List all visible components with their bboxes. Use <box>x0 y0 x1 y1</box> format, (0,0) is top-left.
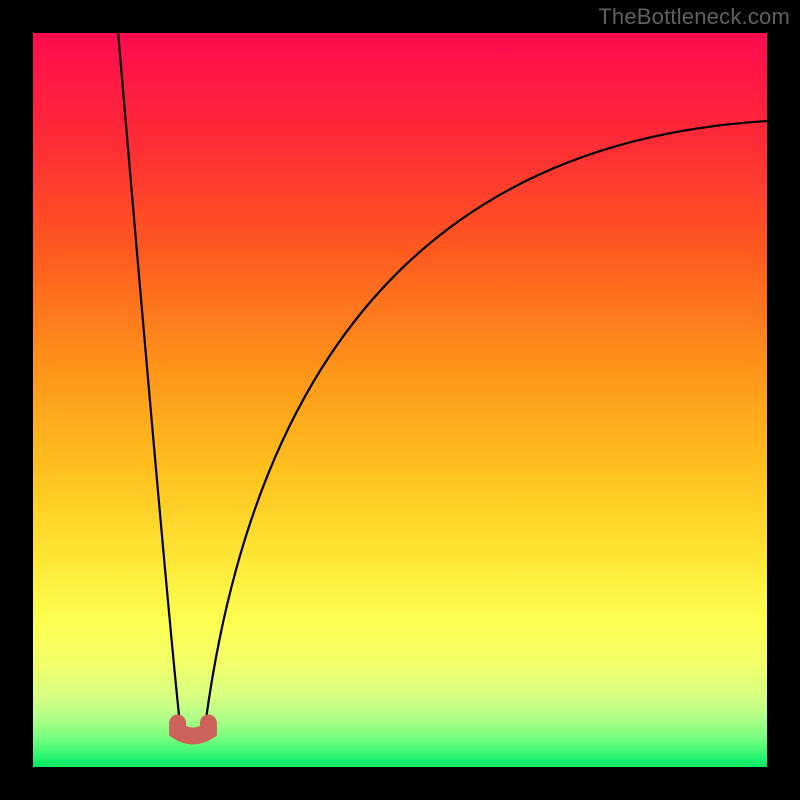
gradient-rect <box>33 33 767 767</box>
chart-stage: TheBottleneck.com <box>0 0 800 800</box>
watermark-text: TheBottleneck.com <box>598 4 790 30</box>
bottleneck-chart <box>0 0 800 800</box>
plot-group <box>33 33 767 767</box>
